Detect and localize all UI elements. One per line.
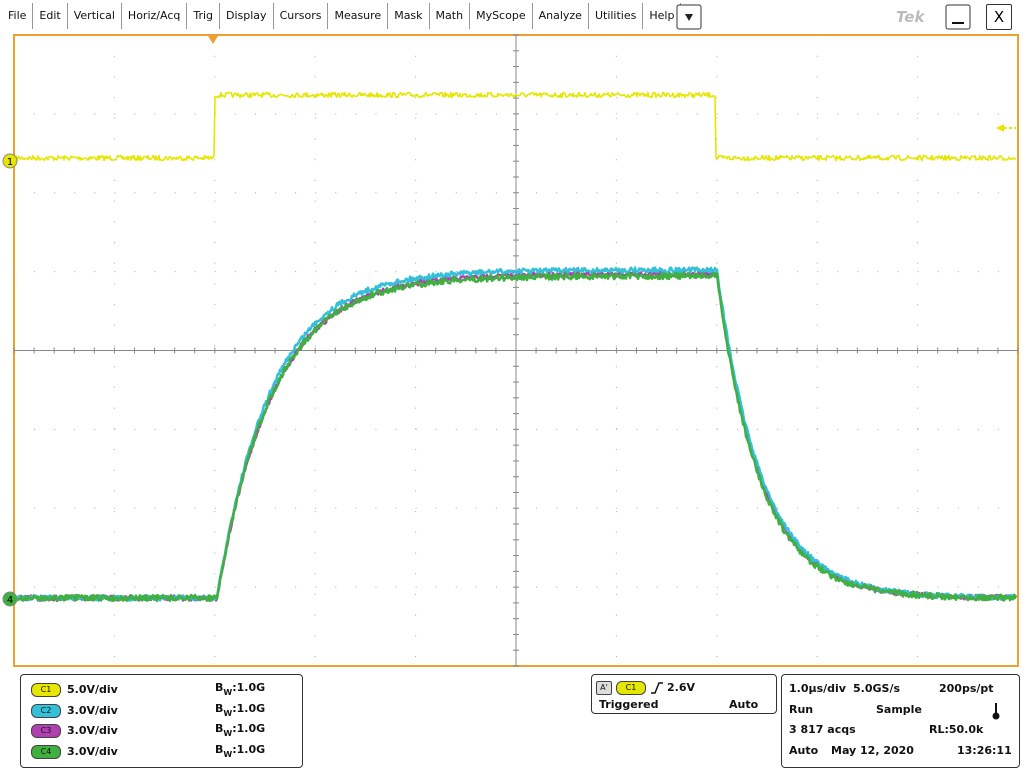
minimize-button[interactable] [945,4,971,30]
trigger-mode: Auto [729,698,759,711]
ch4-marker [2,591,18,607]
channel-badge: C3 [31,724,61,738]
bw-label-sub: W [223,729,233,738]
bw-value: 1.0G [236,701,266,715]
menu-item[interactable]: Trig [187,3,221,29]
acq-mode: Sample [876,703,922,716]
menu-item[interactable]: Mask [388,3,430,29]
acq-count: 3 817 acqs [789,723,856,736]
bw-label: B [215,722,224,735]
trigger-panel: A' C1 2.6V Triggered Auto [591,674,777,714]
channel-badge: C2 [31,703,61,718]
bw-label-sub: W [223,749,233,759]
ch1-marker [2,153,18,169]
menu-item[interactable]: Vertical [68,3,122,29]
channel-scale: 5.0V/div [67,683,118,696]
bw-value: 1.0G [236,742,266,756]
menu-item[interactable]: Analyze [533,3,589,29]
trigger-source: A' [596,681,612,695]
bw-sep: : [232,701,237,715]
channel-panel: C1 5.0V/div BW:1.0G C2 3.0V/div BW:1.0G C3 3.0V… [20,674,303,768]
bw-sep: : [232,722,237,735]
brand: Tek [896,8,925,26]
channel-scale: 3.0V/div [67,724,118,737]
menu-item[interactable]: Edit [33,3,68,29]
menu-item[interactable]: Cursors [274,3,329,29]
channel-badge: C1 [31,683,61,697]
ch2-trace [14,266,1018,602]
bw-sep: : [232,742,237,756]
bw-label-sub: W [223,708,233,718]
channel-scale: 3.0V/div [67,703,118,717]
menu-item[interactable]: Math [430,3,471,29]
trigger-level-marker [996,124,1004,132]
horizontal-scale: 1.0µs/div [789,682,846,695]
bandwidth: BW:1.0G [215,742,266,759]
channel-badge: C4 [31,744,61,759]
trigger-level: 2.6V [667,681,695,694]
time: 13:26:11 [957,744,1012,757]
bw-sep: : [232,681,237,694]
bw-label: B [215,742,224,756]
menu-item[interactable]: Horiz/Acq [122,3,188,29]
menu-item[interactable]: MyScope [470,3,533,29]
run-state: Run [789,703,814,716]
bandwidth: BW:1.0G [215,722,266,738]
bandwidth: BW:1.0G [215,701,266,718]
resolution: 200ps/pt [939,682,994,695]
close-button[interactable]: X [986,4,1012,30]
bw-label-sub: W [223,688,233,697]
menu-dropdown[interactable] [676,4,702,30]
trigger-position-marker [208,36,218,44]
menu-item[interactable]: Display [220,3,274,29]
bw-label: B [215,681,224,694]
menu-item[interactable]: File [0,3,34,29]
menu-item[interactable]: Measure [328,3,389,29]
menu-item[interactable]: Utilities [589,3,644,29]
bw-value: 1.0G [236,722,266,735]
bw-label: B [215,701,224,715]
trigger-mode: Auto [789,744,819,757]
channel-scale: 3.0V/div [67,744,118,758]
ch4-trace [14,271,1018,603]
ch1-marker-label: 1 [7,157,13,168]
date: May 12, 2020 [831,744,914,757]
bandwidth: BW:1.0G [215,681,266,697]
trigger-channel: C1 [616,681,646,695]
thermometer-icon [992,703,1000,720]
rising-edge-icon [651,682,663,694]
ch4-marker-label: 4 [7,595,13,606]
ch1-trace [15,91,1017,162]
acquisition-panel: 1.0µs/div 5.0GS/s 200ps/pt Run Sample 3 … [781,674,1020,768]
menu-bar: File Edit Vertical Horiz/Acq Trig Display Curs… [0,0,682,32]
graticule: 14 [2,34,1019,667]
trigger-state: Triggered [599,698,659,711]
bw-value: 1.0G [236,681,266,694]
record-length: RL:50.0k [929,723,984,736]
sample-rate: 5.0GS/s [853,682,901,695]
